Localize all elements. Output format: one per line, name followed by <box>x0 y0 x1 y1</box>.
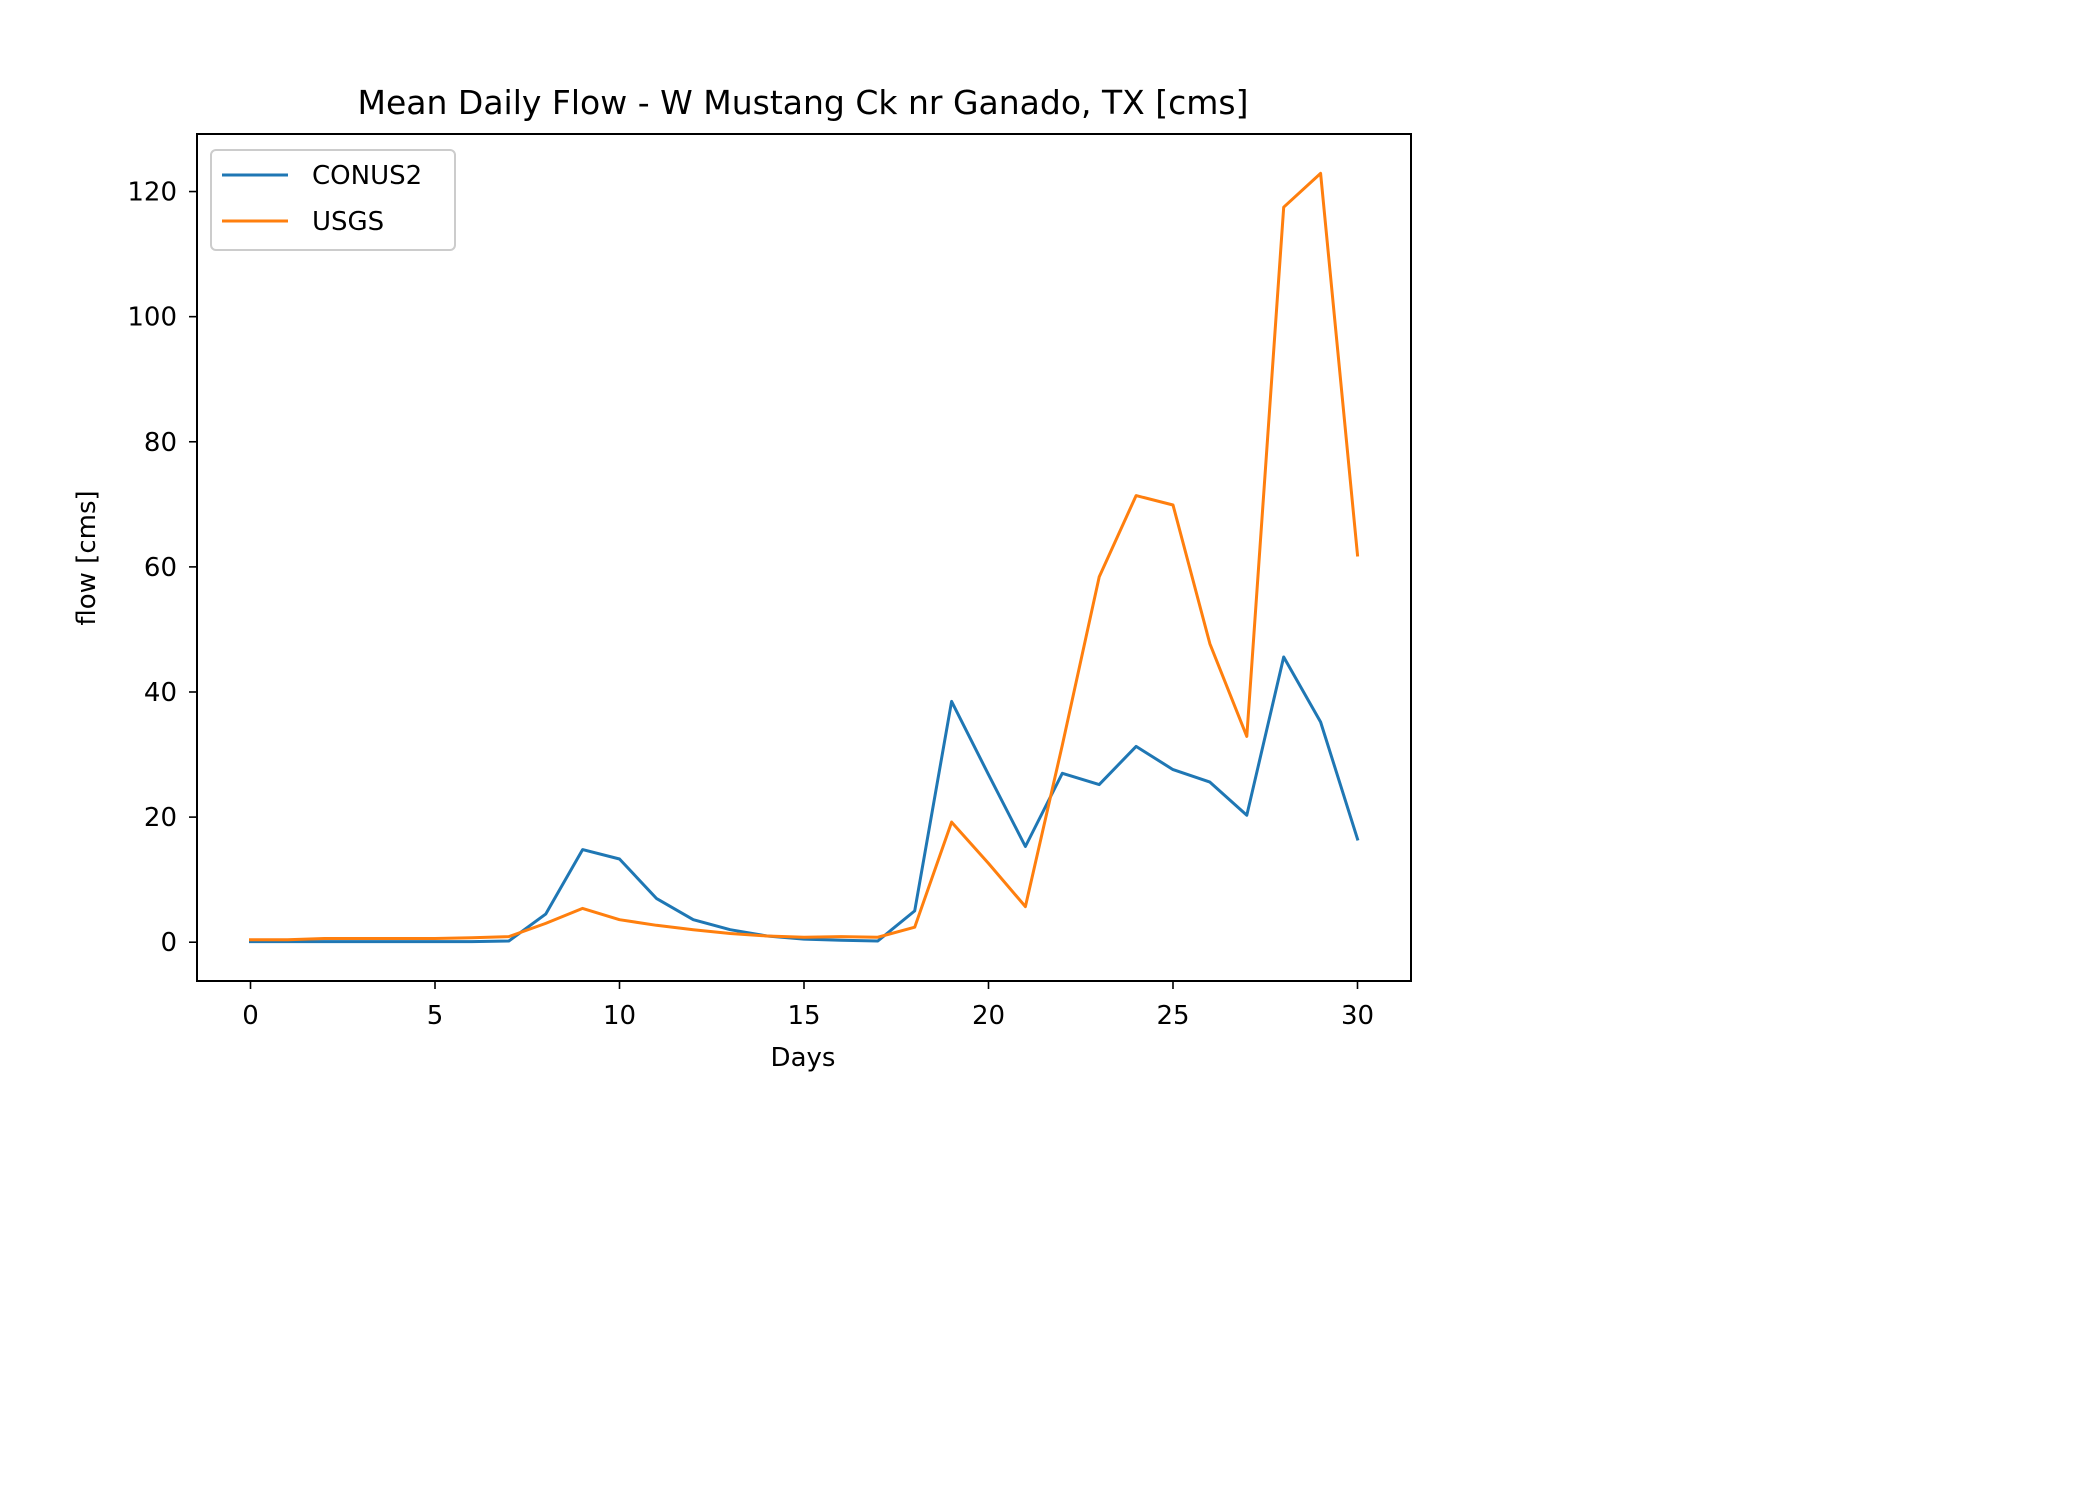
y-tick-label: 100 <box>127 303 177 333</box>
x-tick-label: 5 <box>427 1001 444 1031</box>
axes-frame <box>196 133 1412 982</box>
y-tick-label: 80 <box>144 428 177 458</box>
series-line-usgs <box>249 171 1360 942</box>
x-tick-label: 20 <box>972 1001 1005 1031</box>
y-tick-label: 40 <box>144 678 177 708</box>
x-tick-label: 30 <box>1341 1001 1374 1031</box>
x-tick-label: 0 <box>242 1001 259 1031</box>
y-tick-label: 20 <box>144 803 177 833</box>
y-tick-label: 0 <box>160 928 177 958</box>
x-tick-label: 25 <box>1156 1001 1189 1031</box>
x-tick-label: 10 <box>603 1001 636 1031</box>
line-chart: Mean Daily Flow - W Mustang Ck nr Ganado… <box>72 83 1412 1073</box>
y-axis-label: flow [cms] <box>72 490 102 625</box>
series-lines <box>249 171 1360 944</box>
x-axis-label: Days <box>771 1043 836 1073</box>
legend: CONUS2 USGS <box>210 149 456 251</box>
y-tick-label: 120 <box>127 178 177 208</box>
legend-label-conus2: CONUS2 <box>312 161 422 191</box>
x-tick-label: 15 <box>787 1001 820 1031</box>
chart-title: Mean Daily Flow - W Mustang Ck nr Ganado… <box>358 83 1249 122</box>
series-line-conus2 <box>249 655 1360 944</box>
axis-ticks: 0 5 10 15 20 25 30 0 20 40 60 80 100 120 <box>127 178 1374 1031</box>
legend-label-usgs: USGS <box>312 207 384 237</box>
y-tick-label: 60 <box>144 553 177 583</box>
